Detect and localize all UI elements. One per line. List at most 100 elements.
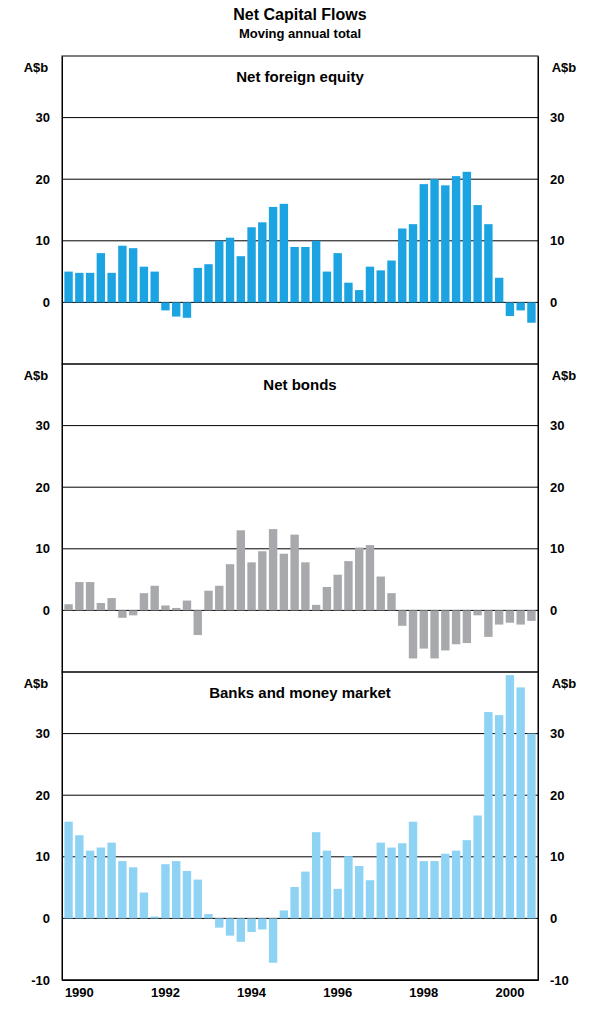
bar: [527, 302, 535, 322]
bar: [344, 856, 352, 918]
bar: [409, 822, 417, 919]
panel: 01020300102030A$bA$bNet foreign equity: [24, 56, 577, 365]
bar: [420, 861, 428, 918]
bar: [366, 880, 374, 918]
bar: [312, 832, 320, 918]
bar: [215, 241, 223, 303]
bar: [107, 273, 115, 303]
bar: [301, 872, 309, 919]
tick: 30: [538, 110, 564, 125]
tick-label: 20: [36, 172, 50, 187]
tick-label: 0: [43, 295, 50, 310]
tick: 20: [36, 480, 62, 495]
axis-line: [62, 57, 63, 365]
bar: [452, 851, 460, 919]
bar: [86, 582, 94, 610]
tick-label: 0: [550, 295, 557, 310]
bar: [86, 273, 94, 303]
bar: [506, 302, 514, 316]
grid: [62, 426, 538, 611]
bar: [409, 610, 417, 658]
axis-line: [538, 57, 539, 365]
panel-title: Net bonds: [263, 376, 336, 393]
bar: [452, 176, 460, 302]
bar: [226, 918, 234, 935]
axis: -100102030: [538, 673, 569, 988]
bar: [409, 224, 417, 302]
tick: 30: [538, 418, 564, 433]
bar: [140, 267, 148, 303]
bar: [506, 675, 514, 918]
bar: [237, 256, 245, 302]
bar: [366, 267, 374, 303]
bar: [527, 734, 535, 919]
axis-title: A$b: [552, 368, 577, 383]
tick: 0: [538, 295, 557, 310]
bar: [387, 593, 395, 610]
tick-label: 30: [36, 726, 50, 741]
bar: [377, 577, 385, 611]
bar: [280, 204, 288, 303]
bar: [441, 610, 449, 650]
grid-line: [62, 548, 538, 549]
axis-title: A$b: [24, 368, 49, 383]
bar: [280, 554, 288, 611]
bar: [495, 715, 503, 918]
bar: [129, 867, 137, 918]
axis-title: A$b: [24, 60, 49, 75]
tick-label: 0: [43, 603, 50, 618]
tick-label: 20: [36, 480, 50, 495]
bar: [323, 272, 331, 303]
bar: [97, 253, 105, 302]
tick-label: 10: [550, 541, 564, 556]
bar: [269, 207, 277, 302]
frame: [62, 364, 538, 672]
bar: [344, 283, 352, 303]
bar: [215, 586, 223, 611]
tick-label: 20: [36, 788, 50, 803]
tick: 20: [538, 788, 564, 803]
bar: [420, 184, 428, 302]
bar: [398, 610, 406, 625]
bar: [473, 816, 481, 919]
tick-label: 10: [36, 849, 50, 864]
tick-label: 10: [550, 233, 564, 248]
bar: [387, 261, 395, 303]
bar: [64, 822, 72, 919]
axis-title: A$b: [552, 676, 577, 691]
bar: [172, 608, 180, 610]
bar: [301, 247, 309, 302]
bar: [333, 889, 341, 919]
grid-line: [62, 487, 538, 488]
bar: [527, 610, 535, 620]
tick: 0: [43, 603, 62, 618]
chart: Net Capital FlowsMoving annual total0102…: [0, 0, 600, 1036]
bars: [64, 529, 535, 658]
tick-label: -10: [31, 973, 50, 988]
bars: [64, 172, 535, 323]
bar: [226, 564, 234, 610]
tick-label: 1996: [323, 985, 352, 1000]
bar: [355, 866, 363, 918]
grid-line: [62, 733, 538, 734]
grid-line: [62, 425, 538, 426]
bar: [387, 848, 395, 919]
tick: 10: [36, 849, 62, 864]
bar: [441, 185, 449, 302]
bar: [150, 917, 158, 919]
axis: 0102030: [538, 57, 564, 365]
tick-label: 20: [550, 480, 564, 495]
grid: [62, 734, 538, 980]
bar: [280, 910, 288, 918]
bar: [495, 278, 503, 303]
panel: 01020300102030A$bA$bNet bonds: [24, 364, 577, 673]
tick-label: 30: [550, 726, 564, 741]
bar: [226, 238, 234, 303]
bar: [290, 535, 298, 611]
tick: 1992: [151, 980, 180, 1000]
bar: [172, 861, 180, 918]
bar: [64, 604, 72, 610]
tick: 1994: [237, 980, 267, 1000]
bar: [463, 610, 471, 643]
bar: [140, 893, 148, 919]
